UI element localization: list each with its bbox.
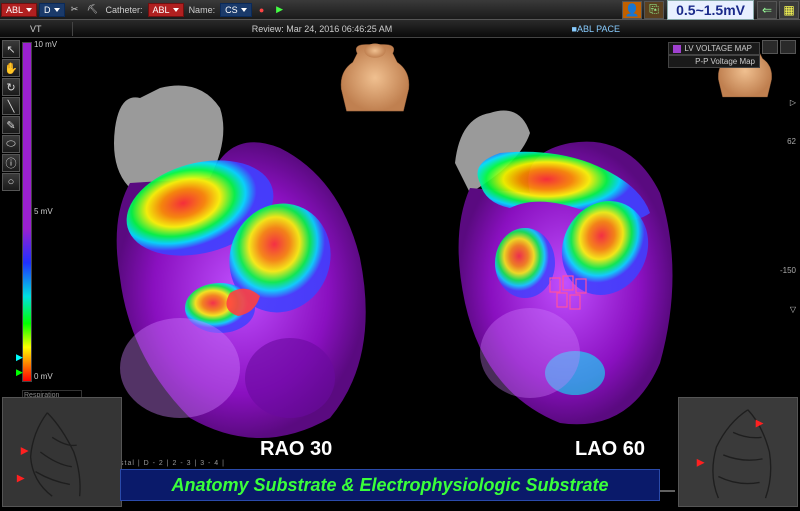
d-label: D [44,5,51,15]
back-icon[interactable]: ⇐ [757,1,777,19]
colorbar-mid: 5 mV [34,207,53,216]
voltage-colorbar[interactable]: 10 mV 5 mV 0 mV ▶ ▶ [22,42,36,382]
swatch-icon [673,45,681,53]
readout-1: 62 [787,137,796,146]
ellipse-tool[interactable]: ⬭ [2,135,20,153]
colorbar-gradient [22,42,32,382]
abl-selector[interactable]: ABL [1,3,37,17]
triangle-icon[interactable]: ▽ [790,305,796,314]
record-icon[interactable]: ● [255,3,269,17]
map-type-dropdown[interactable]: LV VOLTAGE MAP [668,42,760,55]
voltage-map-rao[interactable] [60,78,390,448]
review-timestamp: Review: Mar 24, 2016 06:46:25 AM [73,24,572,34]
topbar-right: 👤 ⎘ 0.5~1.5mV ⇐ ▦ [621,0,800,19]
pointer-tool[interactable]: ↖ [2,40,20,58]
tool-icon[interactable]: ⛏ [86,3,100,17]
catheter-selector[interactable]: ABL [148,3,184,17]
grid-icon[interactable]: ▦ [779,1,799,19]
circle-tool[interactable]: ○ [2,173,20,191]
view-tools-right [762,40,796,54]
name-selector[interactable]: CS [220,3,252,17]
fluoro-inset-right[interactable] [678,397,798,507]
slider-handle-icon[interactable]: ▶ [16,352,23,363]
map-subtype[interactable]: P-P Voltage Map [668,55,760,68]
map-type-selector: LV VOLTAGE MAP P-P Voltage Map [668,42,760,68]
catheter-label: Catheter: [102,5,147,15]
rotate-tool[interactable]: ↻ [2,78,20,96]
link-icon[interactable]: ⎘ [644,1,664,19]
sliders-icon[interactable] [780,40,796,54]
view-label-rao: RAO 30 [260,438,332,461]
tool-icon[interactable]: ✂ [68,3,82,17]
left-tool-palette: ↖ ✋ ↻ ╲ ✎ ⬭ ⓘ ○ [2,40,20,191]
colorbar-max: 10 mV [34,40,57,49]
hand-tool[interactable]: ✋ [2,59,20,77]
chevron-down-icon [241,8,247,12]
pace-indicator: ■ABL PACE [572,24,800,34]
chevron-down-icon [26,8,32,12]
title-text: Anatomy Substrate & Electrophysiologic S… [171,475,608,496]
chevron-down-icon [54,8,60,12]
d-selector[interactable]: D [39,3,65,17]
tab-vt[interactable]: VT [0,22,73,36]
person-icon[interactable]: 👤 [622,1,642,19]
abl-label: ABL [6,5,23,15]
electrode-labels: stal | D - 2 | 2 - 3 | 3 - 4 | [120,460,225,467]
title-banner: Anatomy Substrate & Electrophysiologic S… [120,469,660,501]
voltage-range: 0.5~1.5mV [667,0,754,20]
pen-tool[interactable]: ✎ [2,116,20,134]
triangle-icon[interactable]: ▷ [790,98,796,107]
catheter-value: ABL [153,5,170,15]
map-type-label: LV VOLTAGE MAP [684,44,752,53]
readout-2: -150 [780,266,796,275]
chevron-down-icon [173,8,179,12]
info-tool[interactable]: ⓘ [2,154,20,172]
slider-handle-icon[interactable]: ▶ [16,367,23,378]
colorbar-min: 0 mV [34,372,53,381]
name-label: Name: [185,5,220,15]
voltage-map-lao[interactable] [430,93,700,433]
play-icon[interactable]: ▶ [273,3,287,17]
view-label-lao: LAO 60 [575,438,645,461]
fluoro-inset-left[interactable] [2,397,122,507]
right-readouts: ▷ 62 -150 ▽ [780,98,796,314]
line-tool[interactable]: ╲ [2,97,20,115]
top-toolbar: ABL D ✂ ⛏ Catheter: ABL Name: CS ● ▶ 👤 ⎘… [0,0,800,20]
name-value: CS [225,5,238,15]
sub-toolbar: VT Review: Mar 24, 2016 06:46:25 AM ■ABL… [0,20,800,38]
main-viewport: ↖ ✋ ↻ ╲ ✎ ⬭ ⓘ ○ 10 mV 5 mV 0 mV ▶ ▶ Resp… [0,38,800,509]
eye-icon[interactable] [762,40,778,54]
